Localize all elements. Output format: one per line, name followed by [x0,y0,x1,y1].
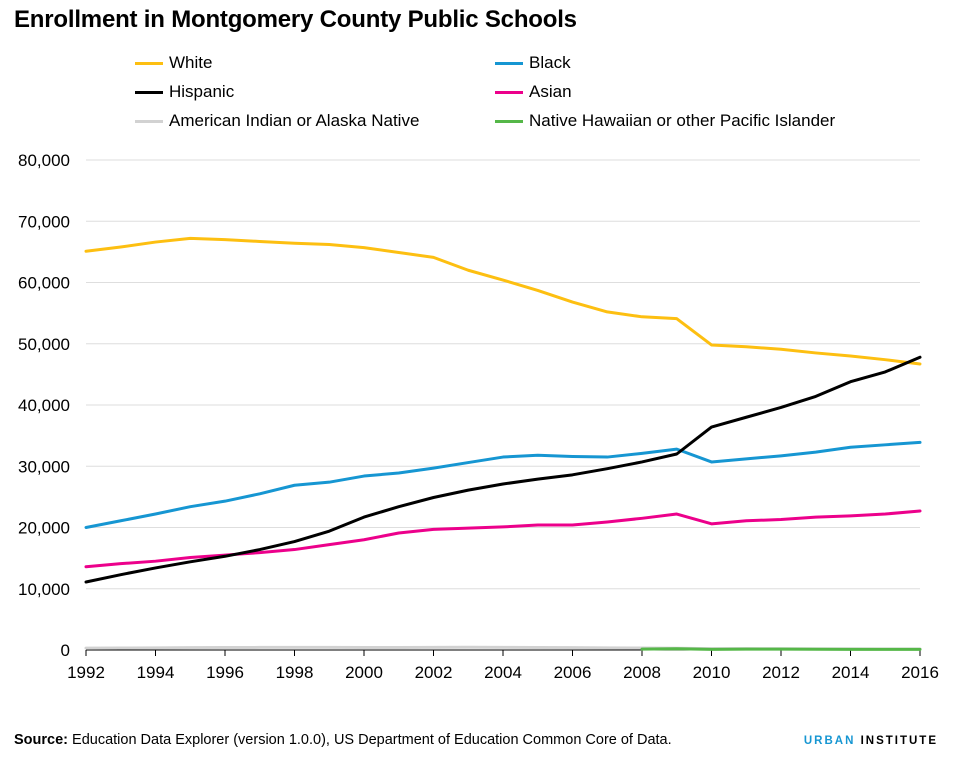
legend-item: Black [495,53,571,73]
y-tick-label: 20,000 [18,519,70,538]
legend-swatch [135,90,163,94]
series-line-black [84,440,922,529]
legend-label: Asian [529,82,572,101]
brand-part-urban: URBAN [803,735,856,747]
y-tick-label: 70,000 [18,212,70,231]
x-tick-label: 2012 [762,663,800,682]
legend-swatch [495,119,523,123]
legend-swatch [135,119,163,123]
gridlines [86,159,920,590]
y-tick-label: 0 [61,641,70,660]
y-tick-label: 80,000 [18,151,70,170]
x-tick-label: 2016 [901,663,939,682]
y-tick-label: 60,000 [18,274,70,293]
chart-title: Enrollment in Montgomery County Public S… [14,6,577,33]
x-tick-label: 1992 [67,663,105,682]
legend-swatch [135,61,163,65]
legend-swatch [495,61,523,65]
legend-swatch [495,90,523,94]
legend-label: White [169,53,213,72]
x-tick-label: 2008 [623,663,661,682]
y-tick-label: 30,000 [18,457,70,476]
source-label: Source: [14,732,68,748]
legend-item: American Indian or Alaska Native [135,111,419,131]
y-tick-label: 50,000 [18,335,70,354]
x-tick-label: 1998 [276,663,314,682]
source-note: Source: Education Data Explorer (version… [14,732,672,748]
series-line-white [84,236,922,366]
legend-item: Asian [495,82,572,102]
legend-label: American Indian or Alaska Native [169,111,420,130]
legend-label: Native Hawaiian or other Pacific Islande… [529,111,836,130]
y-axis-tick-labels: 0 10,000 20,000 30,000 40,000 50,000 60,000 70,… [18,151,70,660]
y-tick-label: 10,000 [18,580,70,599]
source-text: Education Data Explorer (version 1.0.0),… [68,732,672,748]
x-tick-label: 2004 [484,663,522,682]
brand-part-institute: INSTITUTE [855,735,938,747]
x-tick-label: 1996 [206,663,244,682]
x-tick-label: 2002 [415,663,453,682]
x-axis: 1992 1994 1996 1998 2000 2002 2004 2006 2008 2010… [67,649,939,682]
x-tick-label: 2000 [345,663,383,682]
series-line-hispanic [84,355,922,584]
x-tick-label: 1994 [137,663,175,682]
legend-item: Hispanic [135,82,234,102]
series-lines [84,236,922,651]
y-tick-label: 40,000 [18,396,70,415]
legend-item: White [135,53,212,73]
x-tick-label: 2006 [554,663,592,682]
legend-item: Native Hawaiian or other Pacific Islande… [495,111,835,131]
x-tick-label: 2010 [693,663,731,682]
legend-label: Hispanic [169,82,235,101]
x-tick-label: 2014 [832,663,870,682]
urban-institute-logo: URBAN INSTITUTE [804,735,938,747]
legend-label: Black [529,53,571,72]
series-line-native-hawaiian-or-other-pacific-islander [640,647,922,651]
